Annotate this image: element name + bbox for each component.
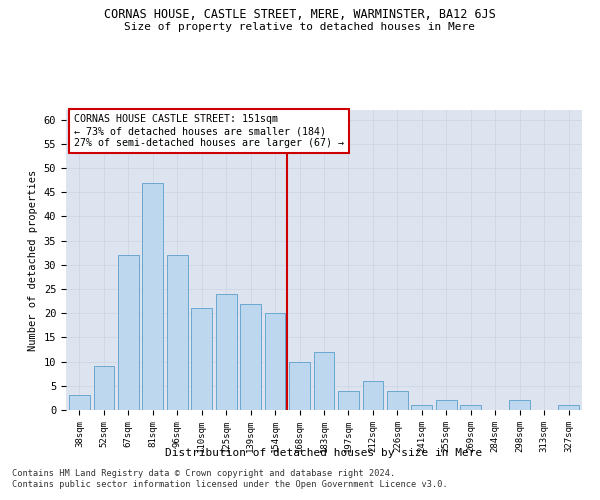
- Bar: [289, 362, 310, 410]
- Bar: [314, 352, 334, 410]
- Y-axis label: Number of detached properties: Number of detached properties: [28, 170, 38, 350]
- Bar: [338, 390, 359, 410]
- Bar: [216, 294, 236, 410]
- Bar: [460, 405, 481, 410]
- Bar: [265, 313, 286, 410]
- Bar: [509, 400, 530, 410]
- Bar: [142, 182, 163, 410]
- Bar: [558, 405, 579, 410]
- Bar: [436, 400, 457, 410]
- Bar: [69, 396, 90, 410]
- Bar: [362, 381, 383, 410]
- Text: Size of property relative to detached houses in Mere: Size of property relative to detached ho…: [125, 22, 476, 32]
- Bar: [387, 390, 408, 410]
- Text: Contains HM Land Registry data © Crown copyright and database right 2024.: Contains HM Land Registry data © Crown c…: [12, 468, 395, 477]
- Bar: [191, 308, 212, 410]
- Bar: [94, 366, 114, 410]
- Text: CORNAS HOUSE, CASTLE STREET, MERE, WARMINSTER, BA12 6JS: CORNAS HOUSE, CASTLE STREET, MERE, WARMI…: [104, 8, 496, 20]
- Bar: [240, 304, 261, 410]
- Text: Contains public sector information licensed under the Open Government Licence v3: Contains public sector information licen…: [12, 480, 448, 489]
- Bar: [167, 255, 188, 410]
- Text: Distribution of detached houses by size in Mere: Distribution of detached houses by size …: [166, 448, 482, 458]
- Text: CORNAS HOUSE CASTLE STREET: 151sqm
← 73% of detached houses are smaller (184)
27: CORNAS HOUSE CASTLE STREET: 151sqm ← 73%…: [74, 114, 344, 148]
- Bar: [412, 405, 432, 410]
- Bar: [118, 255, 139, 410]
